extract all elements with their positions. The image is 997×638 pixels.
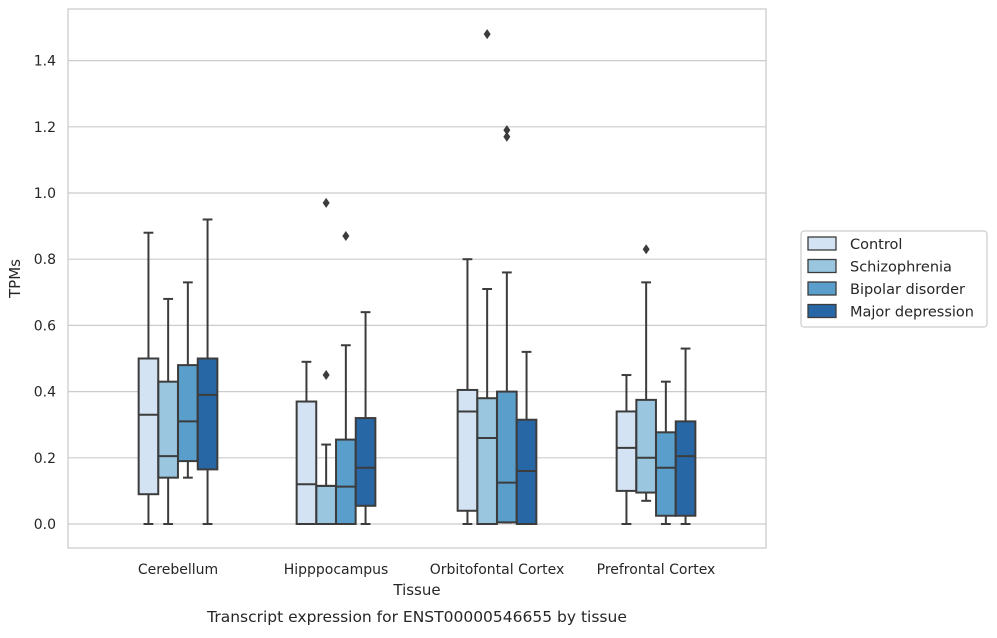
legend-item-control: Control	[807, 236, 902, 253]
y-tick-label: 0.0	[34, 517, 56, 533]
legend-label: Major depression	[850, 305, 974, 321]
box-control	[295, 400, 318, 525]
outlier-point	[342, 231, 350, 242]
y-tick-label: 1.0	[34, 186, 56, 202]
y-tick-label: 0.6	[34, 318, 56, 334]
legend-swatch	[807, 258, 837, 274]
x-tick-label: Cerebellum	[138, 562, 218, 578]
outlier-point	[503, 131, 511, 142]
box-group-cerebellum	[137, 218, 219, 525]
box-bipolar-disorder	[496, 390, 518, 524]
legend-swatch	[807, 281, 837, 296]
y-axis-ticks: 0.0 0.2 0.4 0.6 0.8 1.0 1.2 1.4	[34, 54, 56, 533]
box-schizophrenia	[476, 397, 498, 525]
box-bipolar-disorder	[655, 431, 677, 517]
outlier-point	[503, 125, 511, 136]
box-schizophrenia	[157, 380, 179, 479]
box-group-orbitofontal-cortex	[456, 29, 538, 525]
y-tick-label: 1.4	[34, 54, 56, 70]
box-control	[615, 410, 638, 492]
box-control	[137, 357, 160, 496]
box-schizophrenia	[315, 484, 337, 525]
outlier-point	[483, 29, 491, 40]
legend-frame	[800, 230, 988, 328]
legend-item-bipolar-disorder: Bipolar disorder	[807, 281, 965, 298]
box-control	[456, 388, 479, 512]
y-tick-label: 0.8	[34, 252, 56, 268]
box-schizophrenia	[635, 398, 657, 494]
box-group-hipppocampus	[295, 197, 377, 525]
x-axis-label: Tissue	[392, 581, 440, 599]
x-tick-label: Orbitofontal Cortex	[430, 562, 565, 578]
box-groups	[137, 29, 697, 525]
box-major-depression	[674, 420, 697, 517]
legend-label: Control	[850, 237, 902, 253]
x-tick-label: Hipppocampus	[284, 562, 389, 578]
box-group-prefrontal-cortex	[615, 244, 697, 525]
box-bipolar-disorder	[335, 438, 357, 525]
y-tick-label: 1.2	[34, 120, 56, 136]
legend-item-schizophrenia: Schizophrenia	[807, 258, 952, 276]
legend-swatch	[807, 303, 837, 319]
box-bipolar-disorder	[177, 364, 199, 463]
box-major-depression	[354, 417, 377, 507]
legend-label: Schizophrenia	[850, 260, 952, 276]
legend-label: Bipolar disorder	[850, 282, 965, 298]
y-tick-label: 0.2	[34, 451, 56, 467]
y-tick-label: 0.4	[34, 385, 56, 401]
chart-caption: Transcript expression for ENST0000054665…	[206, 608, 627, 626]
legend-item-major-depression: Major depression	[807, 303, 974, 321]
y-axis-label: TPMs	[6, 259, 24, 299]
outlier-point	[322, 370, 330, 381]
outlier-point	[322, 197, 330, 208]
x-axis-ticks: Cerebellum Hipppocampus Orbitofontal Corte…	[138, 562, 715, 578]
box-major-depression	[196, 357, 219, 471]
legend-swatch	[807, 236, 837, 251]
outlier-point	[642, 244, 650, 255]
legend: Control Schizophrenia Bipolar disorder Majo…	[800, 230, 988, 328]
x-tick-label: Prefrontal Cortex	[597, 562, 716, 578]
